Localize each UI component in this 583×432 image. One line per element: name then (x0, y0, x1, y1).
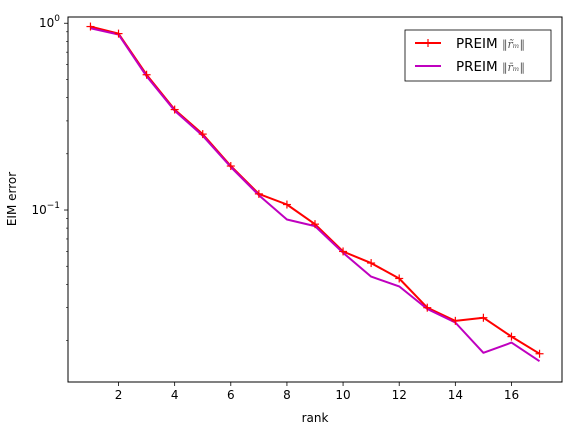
series-1-point (535, 349, 544, 358)
legend-entry-1: PREIM ‖r̃ₘ‖ (415, 36, 525, 52)
y-tick-exponent: −1 (47, 201, 60, 211)
legend-label: PREIM ‖r̄ₘ‖ (456, 59, 525, 75)
series-1-point (282, 200, 291, 209)
x-tick-label: 12 (392, 388, 407, 402)
legend-label: PREIM ‖r̃ₘ‖ (456, 36, 525, 52)
legend-label-text: PREIM (456, 59, 502, 75)
series-1-point (339, 247, 348, 256)
legend-label-text: PREIM (456, 36, 502, 52)
y-tick-label: 100 (39, 14, 60, 30)
y-tick-label: 10−1 (31, 201, 60, 217)
series-1-point (198, 130, 207, 139)
series-1-point (86, 22, 95, 31)
x-tick-label: 16 (504, 388, 519, 402)
x-axis-label: rank (302, 411, 329, 425)
x-tick-label: 4 (171, 388, 179, 402)
x-axis: 2 4 6 8 10 12 14 16 (115, 382, 519, 402)
series-1-point (170, 105, 179, 114)
legend-box (404, 29, 552, 82)
series-1-point (367, 259, 376, 268)
y-tick-base: 10 (31, 203, 46, 217)
x-tick-label: 6 (227, 388, 235, 402)
series-1-point (226, 162, 235, 171)
series-1-point (507, 332, 516, 341)
series-1-point (451, 316, 460, 325)
legend: PREIM ‖r̃ₘ‖PREIM ‖r̄ₘ‖ (404, 29, 552, 82)
series-1-point (254, 189, 263, 198)
y-tick-base: 10 (39, 16, 54, 30)
plot-markers (86, 22, 544, 358)
series-1-point (395, 274, 404, 283)
series-1-point (479, 313, 488, 322)
series-1-point (142, 70, 151, 79)
series-1-point (311, 220, 319, 229)
x-tick-label: 14 (448, 388, 463, 402)
series-1-point (423, 303, 432, 312)
legend-label-math: ‖r̄ₘ‖ (502, 61, 525, 75)
series-1-point (114, 29, 123, 38)
plot-frame (67, 16, 563, 383)
legend-label-math: ‖r̃ₘ‖ (502, 38, 525, 52)
y-axis-label: EIM error (5, 172, 19, 226)
x-tick-label: 10 (335, 388, 350, 402)
legend-entry-2: PREIM ‖r̄ₘ‖ (415, 59, 525, 75)
x-tick-label: 8 (283, 388, 291, 402)
y-tick-exponent: 0 (54, 14, 60, 24)
x-tick-label: 2 (115, 388, 123, 402)
